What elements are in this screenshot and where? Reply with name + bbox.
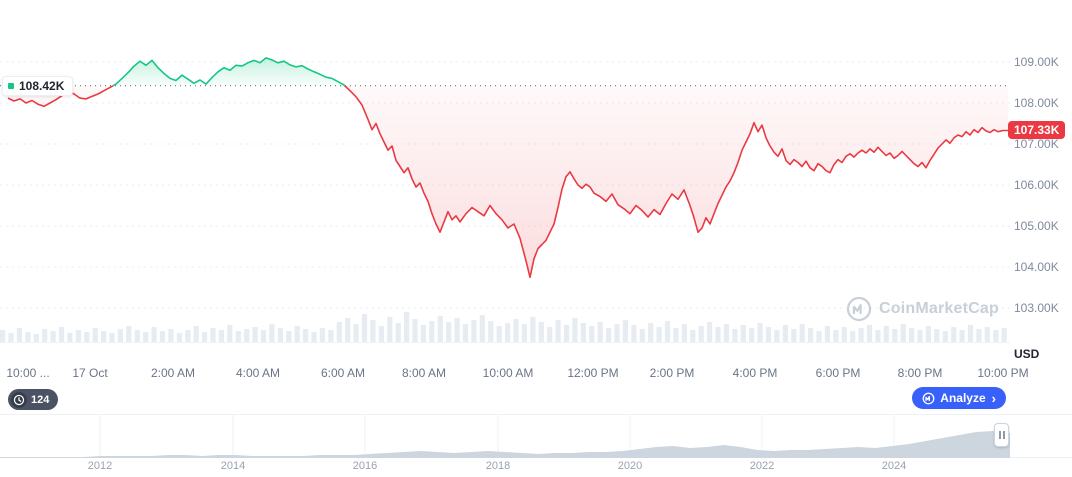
baseline-marker-icon bbox=[8, 82, 14, 89]
last-price-badge: 107.33K bbox=[1008, 121, 1066, 140]
time-axis-label: 10:00 ... bbox=[6, 366, 50, 380]
y-axis-label: 108.00K bbox=[1014, 96, 1059, 110]
time-axis-label: 10:00 AM bbox=[482, 366, 534, 380]
time-axis: 10:00 ... 17 Oct 2:00 AM 4:00 AM 6:00 AM 8:00… bbox=[0, 366, 1028, 380]
time-axis-label: 10:00 PM bbox=[977, 366, 1029, 380]
y-axis-label: 107.00K bbox=[1014, 137, 1059, 151]
chevron-right-icon: › bbox=[991, 390, 996, 406]
year-label: 2020 bbox=[617, 460, 643, 472]
currency-axis-label: USD bbox=[1014, 347, 1040, 361]
time-axis-label: 17 Oct bbox=[72, 366, 108, 380]
year-axis: 2012 2014 2016 2018 2020 2022 2024 bbox=[0, 460, 1072, 474]
history-count: 124 bbox=[31, 393, 50, 406]
time-axis-label: 4:00 AM bbox=[235, 366, 281, 380]
y-axis-label: 106.00K bbox=[1014, 178, 1059, 192]
handle-grip-bar bbox=[998, 431, 1001, 439]
time-axis-label: 8:00 PM bbox=[897, 366, 943, 380]
y-axis-label: 104.00K bbox=[1014, 260, 1059, 274]
time-axis-label: 6:00 AM bbox=[320, 366, 366, 380]
analyze-button[interactable]: Analyze › bbox=[912, 387, 1006, 409]
time-axis-label: 4:00 PM bbox=[732, 366, 778, 380]
year-label: 2022 bbox=[749, 460, 775, 472]
analyze-label: Analyze bbox=[940, 391, 986, 405]
handle-grip-bar bbox=[1002, 431, 1005, 439]
year-label: 2016 bbox=[352, 460, 378, 472]
year-label: 2014 bbox=[220, 460, 246, 472]
year-label: 2018 bbox=[485, 460, 511, 472]
coinmarketcap-logo-icon bbox=[846, 296, 872, 322]
y-axis-label: 105.00K bbox=[1014, 219, 1059, 233]
clock-icon bbox=[11, 391, 27, 408]
baseline-price-text: 108.42K bbox=[19, 78, 65, 93]
y-axis-label: 109.00K bbox=[1014, 55, 1059, 69]
time-axis-label: 2:00 AM bbox=[150, 366, 196, 380]
y-axis-label: 103.00K bbox=[1014, 301, 1059, 315]
watermark: CoinMarketCap bbox=[846, 296, 999, 322]
time-axis-label: 2:00 PM bbox=[649, 366, 695, 380]
cmc-mini-logo-icon bbox=[922, 392, 935, 404]
range-handle[interactable] bbox=[994, 423, 1009, 447]
timeline-scrubber[interactable] bbox=[0, 414, 1072, 458]
baseline-price-label: 108.42K bbox=[2, 75, 74, 96]
watermark-text: CoinMarketCap bbox=[879, 300, 999, 317]
year-label: 2012 bbox=[87, 460, 113, 472]
time-axis-label: 12:00 PM bbox=[567, 366, 619, 380]
time-axis-label: 8:00 AM bbox=[401, 366, 447, 380]
timeline-svg bbox=[0, 415, 1010, 458]
year-label: 2024 bbox=[881, 460, 907, 472]
history-badge[interactable]: 124 bbox=[8, 389, 59, 410]
time-axis-label: 6:00 PM bbox=[815, 366, 861, 380]
price-chart-svg[interactable] bbox=[0, 0, 1072, 362]
